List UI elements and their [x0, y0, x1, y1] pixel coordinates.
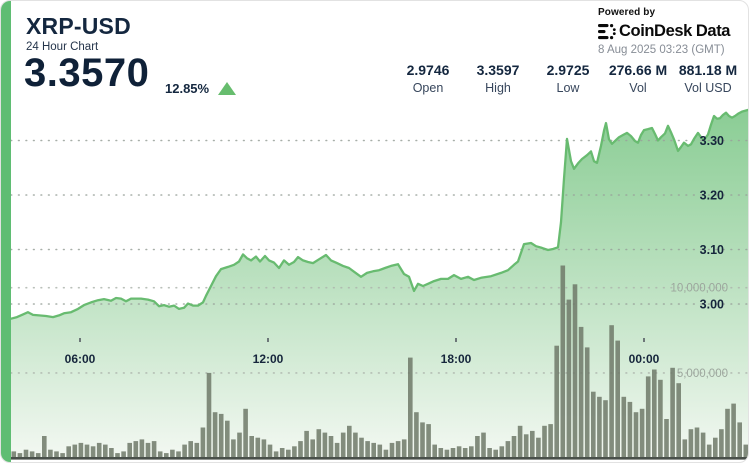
stat-value: 881.18 M [678, 62, 738, 78]
change-percent: 12.85% [165, 81, 210, 96]
powered-by-label: Powered by [598, 7, 656, 18]
stat-value: 2.9746 [406, 62, 450, 78]
coindesk-logo-link[interactable]: CoinDesk Data [598, 22, 739, 41]
stat-label: Low [556, 81, 580, 95]
stat-label: Open [412, 81, 444, 95]
stat-label: Vol USD [684, 81, 732, 95]
page-title: XRP-USD [26, 13, 131, 39]
branding-block: Powered by CoinDesk Data 8 Aug 2025 03:23… [598, 7, 739, 56]
svg-text:12:00: 12:00 [253, 352, 284, 366]
stat-low: 2.9725 Low [533, 62, 603, 95]
stat-value: 276.66 M [608, 62, 668, 78]
stat-value: 2.9725 [546, 62, 590, 78]
coindesk-logo-text: CoinDesk Data [619, 22, 731, 40]
svg-text:18:00: 18:00 [441, 352, 472, 366]
svg-text:10,000,000: 10,000,000 [670, 283, 728, 295]
svg-text:5,000,000: 5,000,000 [677, 368, 728, 380]
volume-bars [11, 265, 748, 459]
stat-label: Vol [629, 81, 647, 95]
svg-text:3.30: 3.30 [700, 134, 724, 148]
stat-vol: 276.66 M Vol [603, 62, 673, 95]
gridlines [10, 139, 748, 374]
arrow-up-icon [218, 82, 237, 95]
axis-labels: 3.30 3.20 3.10 3.00 10,000,000 5,000,000 06:00… [65, 134, 728, 380]
svg-text:3.20: 3.20 [700, 189, 724, 203]
stat-label: High [485, 81, 511, 95]
change-indicator: 12.85% [165, 81, 237, 96]
svg-text:3.00: 3.00 [700, 298, 724, 312]
stat-vol-usd: 881.18 M Vol USD [673, 62, 743, 95]
stat-open: 2.9746 Open [393, 62, 463, 95]
stat-high: 3.3597 High [463, 62, 533, 95]
price-line [9, 108, 748, 320]
price-area [11, 109, 748, 459]
timestamp: 8 Aug 2025 03:23 (GMT) [598, 44, 725, 56]
svg-text:00:00: 00:00 [629, 352, 660, 366]
coindesk-logo-icon [598, 24, 616, 40]
stats-row: 2.9746 Open 3.3597 High 2.9725 Low 276.6… [393, 62, 743, 95]
current-price: 3.3570 [24, 51, 150, 95]
svg-text:06:00: 06:00 [65, 352, 96, 366]
chart-baseline [11, 457, 748, 460]
svg-text:3.10: 3.10 [700, 243, 724, 257]
chart-subtitle: 24 Hour Chart [26, 41, 99, 53]
accent-bar [1, 1, 11, 462]
stat-value: 3.3597 [476, 62, 520, 78]
